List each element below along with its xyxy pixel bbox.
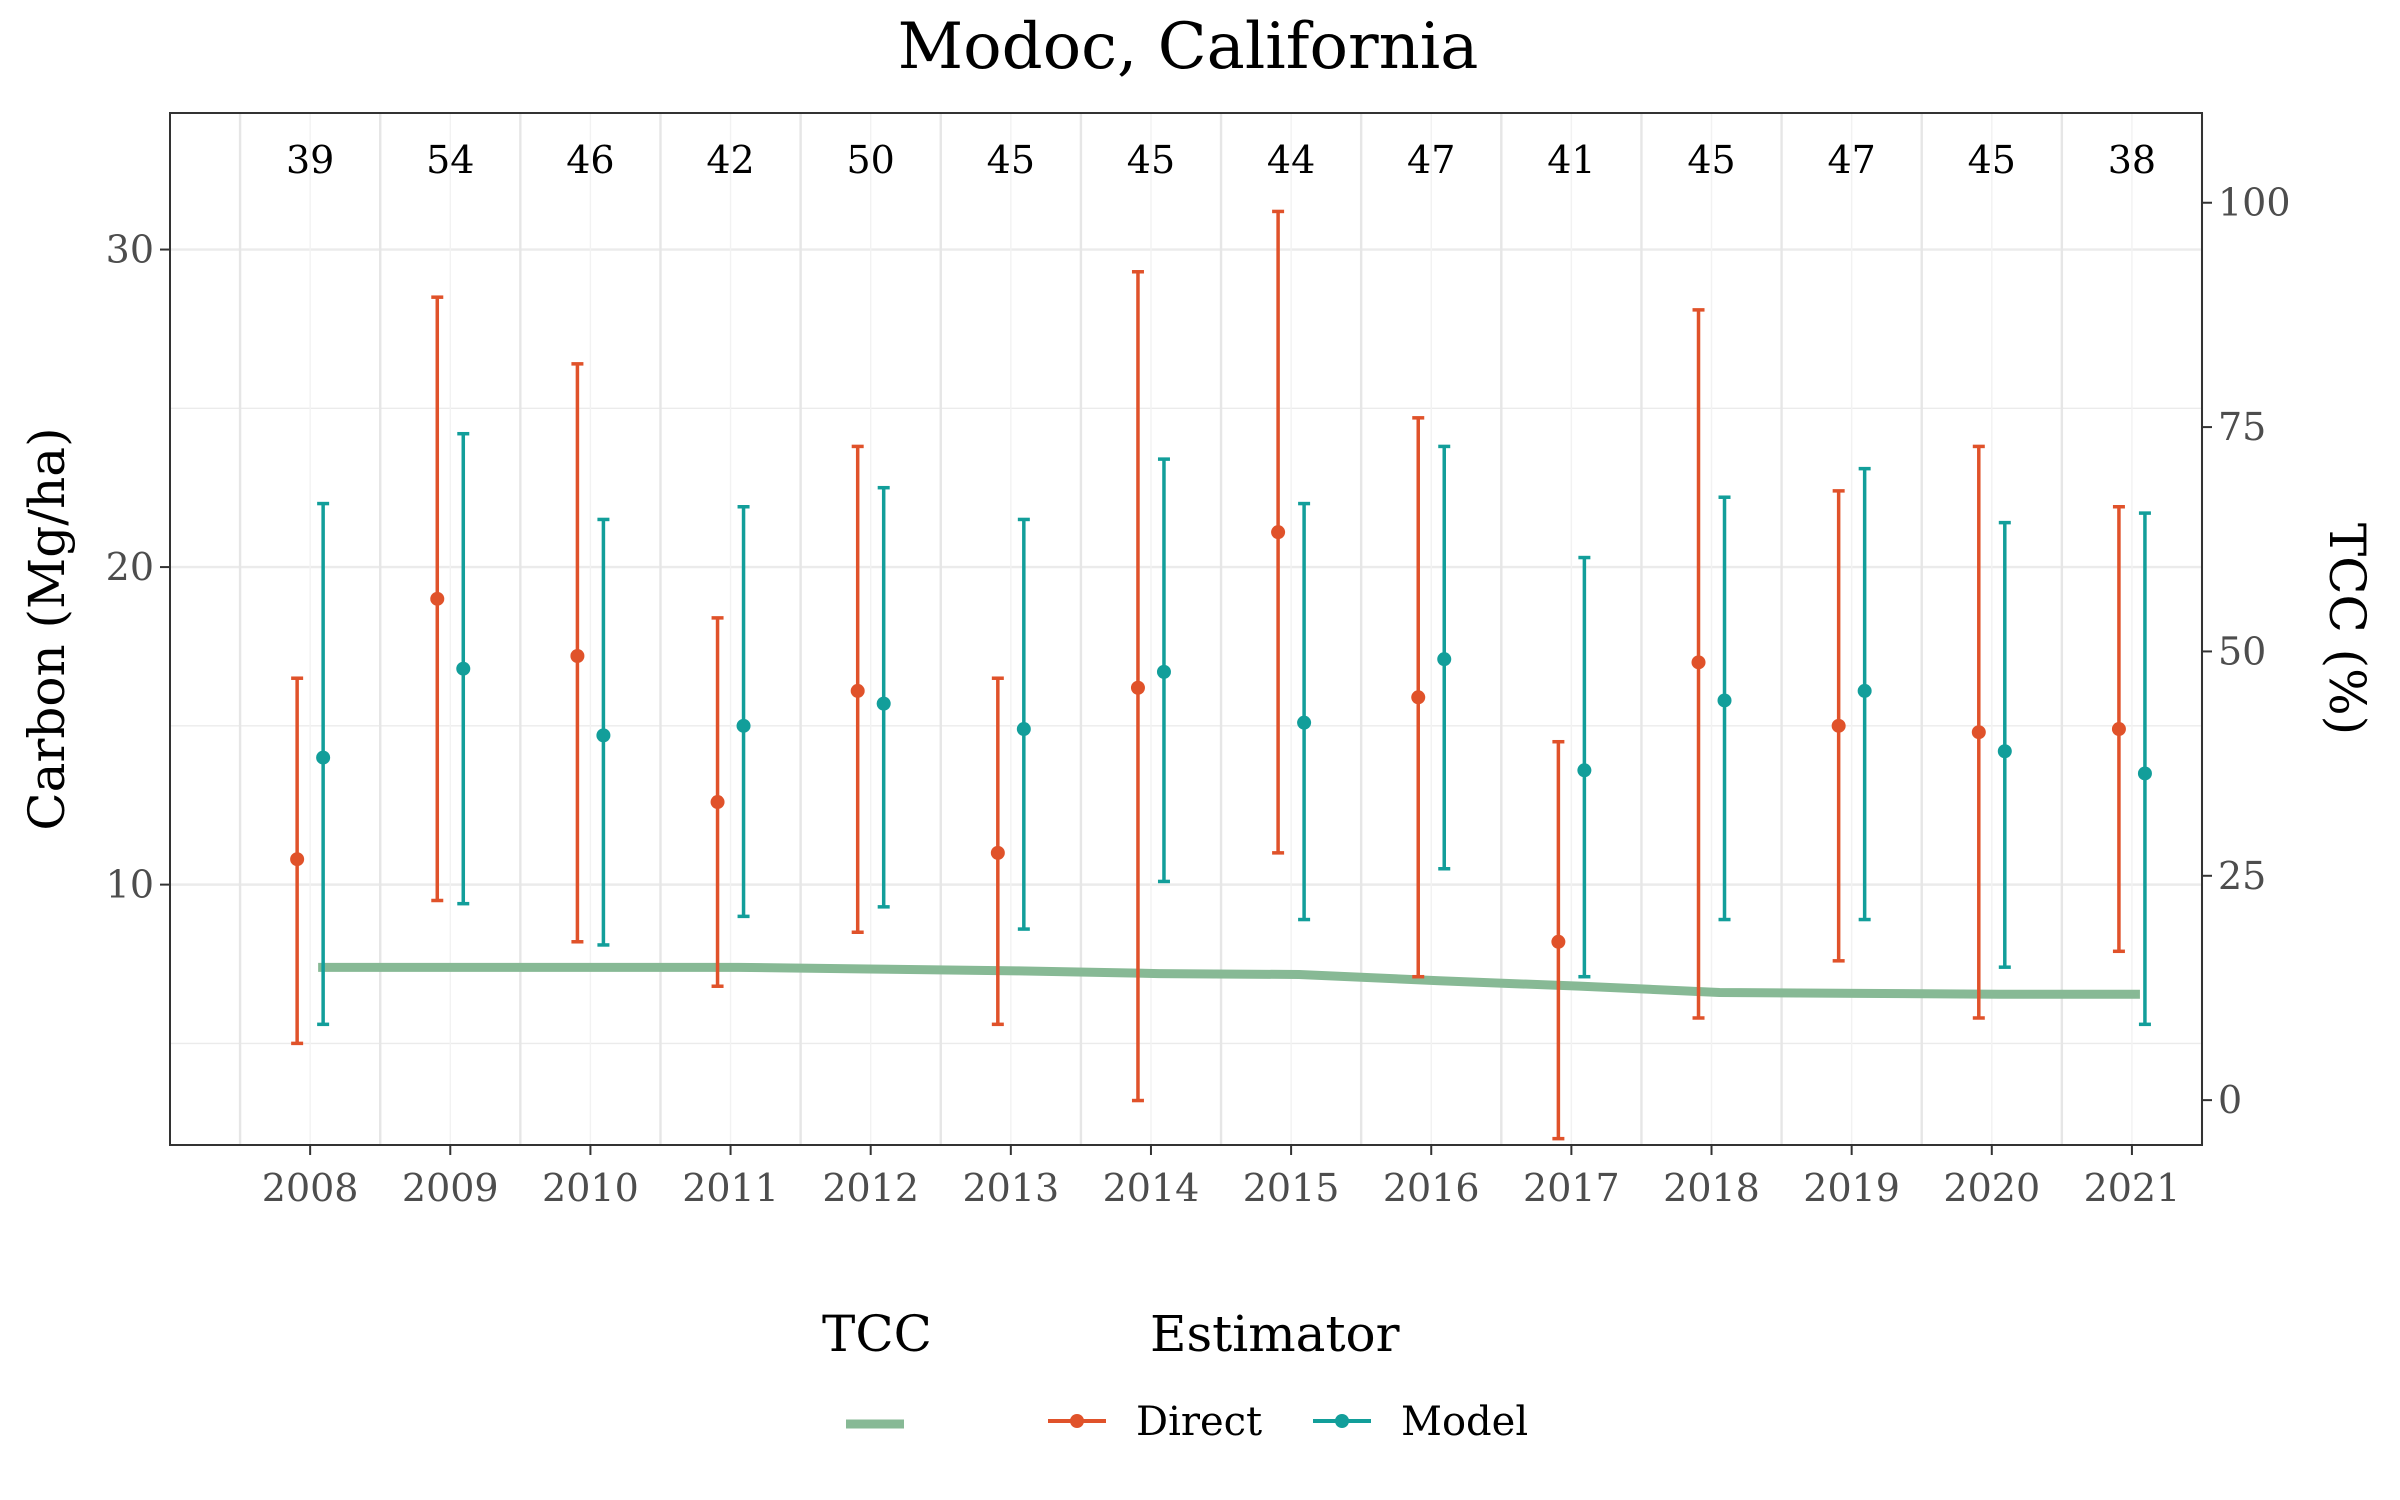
- x-tick-label-2009: 2009: [402, 1166, 499, 1210]
- direct-point-2012: [850, 683, 865, 698]
- error-bar-layer: [290, 209, 2152, 1141]
- axes: 10 20 30 0 25 50 75 100 2008 2009 2010 2011 2012 2013…: [106, 181, 2291, 1210]
- model-point-2018: [1717, 693, 1732, 708]
- x-tick-label-2013: 2013: [962, 1166, 1059, 1210]
- direct-point-2021: [2111, 722, 2126, 737]
- sample-size-label-2020: 45: [1968, 138, 2016, 182]
- direct-point-2011: [710, 795, 725, 810]
- model-point-2012: [876, 696, 891, 711]
- legend-label-model: Model: [1401, 1399, 1528, 1445]
- x-tick-label-2011: 2011: [682, 1166, 779, 1210]
- direct-point-2010: [570, 648, 585, 663]
- sample-size-label-2013: 45: [987, 138, 1035, 182]
- x-tick-label-2014: 2014: [1103, 1166, 1200, 1210]
- sample-size-label-2010: 46: [566, 138, 614, 182]
- x-tick-label-2021: 2021: [2084, 1166, 2181, 1210]
- y2-tick-label-0: 0: [2218, 1078, 2242, 1122]
- x-tick-label-2012: 2012: [822, 1166, 919, 1210]
- x-tick-label-2020: 2020: [1943, 1166, 2040, 1210]
- y2-tick-label-75: 75: [2218, 405, 2266, 449]
- x-tick-label-2010: 2010: [542, 1166, 639, 1210]
- legend: TCC Estimator Direct Model: [822, 1305, 1528, 1445]
- legend-label-direct: Direct: [1136, 1399, 1262, 1445]
- sample-size-label-2021: 38: [2108, 138, 2156, 182]
- legend-title-tcc: TCC: [822, 1305, 932, 1363]
- x-tick-label-2019: 2019: [1803, 1166, 1900, 1210]
- sample-size-label-2009: 54: [426, 138, 474, 182]
- model-point-2019: [1857, 683, 1872, 698]
- chart-title: Modoc, California: [898, 10, 1479, 84]
- direct-point-2008: [290, 852, 305, 867]
- x-tick-label-2018: 2018: [1663, 1166, 1760, 1210]
- direct-point-2017: [1551, 934, 1566, 949]
- x-tick-label-2017: 2017: [1523, 1166, 1620, 1210]
- sample-size-label-2008: 39: [286, 138, 334, 182]
- sample-size-label-2017: 41: [1547, 138, 1595, 182]
- y-tick-label-30: 30: [106, 228, 154, 272]
- sample-size-label-2019: 47: [1827, 138, 1875, 182]
- direct-point-2020: [1971, 725, 1986, 740]
- tcc-line: [318, 962, 2140, 999]
- sample-size-labels: 39 54 46 42 50 45 45 44 47 41 45 47 45 38: [286, 138, 2156, 182]
- model-point-2021: [2137, 766, 2152, 781]
- model-point-2016: [1437, 652, 1452, 667]
- legend-key-direct-point: [1070, 1414, 1084, 1428]
- sample-size-label-2011: 42: [706, 138, 754, 182]
- direct-point-2009: [430, 591, 445, 606]
- plot-panel-border: [169, 112, 2203, 1146]
- model-point-2013: [1016, 722, 1031, 737]
- direct-point-2019: [1831, 718, 1846, 733]
- direct-point-2013: [990, 845, 1005, 860]
- y2-axis-title: TCC (%): [2318, 523, 2376, 735]
- y-tick-label-10: 10: [106, 863, 154, 907]
- model-point-2014: [1156, 664, 1171, 679]
- direct-point-2016: [1411, 690, 1426, 705]
- model-point-2015: [1297, 715, 1312, 730]
- direct-point-2014: [1130, 680, 1145, 695]
- x-tick-label-2015: 2015: [1243, 1166, 1340, 1210]
- direct-point-2018: [1691, 655, 1706, 670]
- y2-tick-label-100: 100: [2218, 181, 2291, 225]
- sample-size-label-2014: 45: [1127, 138, 1175, 182]
- legend-title-estimator: Estimator: [1150, 1305, 1400, 1363]
- x-tick-label-2008: 2008: [262, 1166, 359, 1210]
- sample-size-label-2012: 50: [847, 138, 895, 182]
- sample-size-label-2018: 45: [1687, 138, 1735, 182]
- model-point-2010: [596, 728, 611, 743]
- tcc-line-layer: [318, 962, 2140, 999]
- legend-key-model-point: [1335, 1414, 1349, 1428]
- model-point-2017: [1577, 763, 1592, 778]
- model-point-2009: [456, 661, 471, 676]
- y-tick-label-20: 20: [106, 545, 154, 589]
- model-point-2008: [316, 750, 331, 765]
- sample-size-label-2016: 47: [1407, 138, 1455, 182]
- sample-size-label-2015: 44: [1267, 138, 1315, 182]
- direct-point-2015: [1271, 525, 1286, 540]
- x-tick-label-2016: 2016: [1383, 1166, 1480, 1210]
- model-point-2011: [736, 718, 751, 733]
- model-point-2020: [1997, 744, 2012, 759]
- y2-tick-label-50: 50: [2218, 629, 2266, 673]
- y-axis-title: Carbon (Mg/ha): [18, 427, 76, 830]
- y2-tick-label-25: 25: [2218, 854, 2266, 898]
